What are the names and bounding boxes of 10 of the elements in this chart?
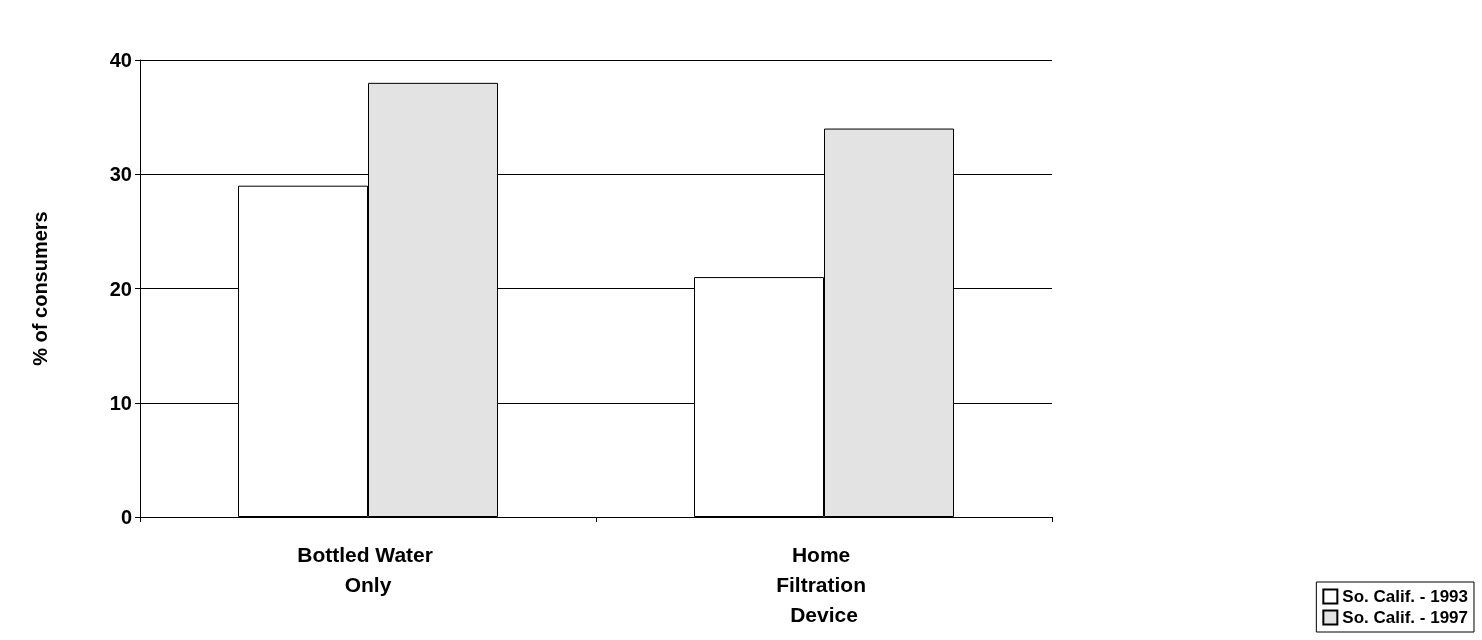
- y-tick-label: 0: [120, 506, 132, 528]
- y-tick-label: 20: [109, 277, 132, 300]
- x-tick-label: Bottled Water Only: [297, 542, 439, 596]
- legend-label: So. Calif. - 1997: [1342, 608, 1469, 627]
- legend-label: So. Calif. - 1993: [1342, 587, 1469, 606]
- y-tick-label: 40: [109, 49, 132, 71]
- y-tick-label: 30: [109, 163, 132, 186]
- y-tick-label: 10: [109, 391, 132, 414]
- x-tick-label: Home Filtration Device: [776, 542, 872, 626]
- y-axis-title: % of consumers: [29, 211, 51, 366]
